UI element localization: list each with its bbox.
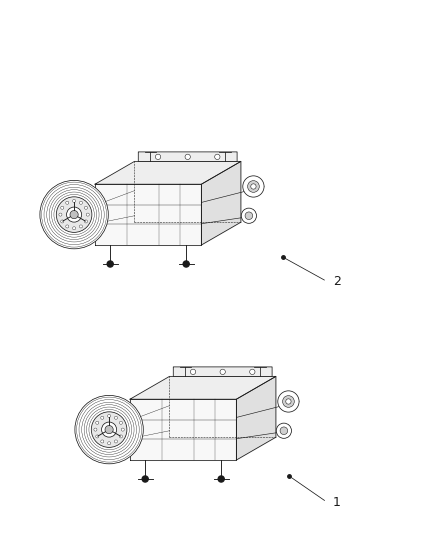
Circle shape (107, 261, 113, 267)
Circle shape (91, 412, 127, 447)
Circle shape (96, 435, 99, 438)
Circle shape (102, 422, 117, 437)
Circle shape (120, 421, 123, 424)
Circle shape (215, 154, 220, 159)
Circle shape (120, 435, 123, 438)
Polygon shape (130, 376, 276, 399)
Circle shape (142, 476, 148, 482)
Circle shape (57, 197, 92, 232)
Circle shape (243, 176, 264, 197)
Polygon shape (95, 161, 241, 184)
Circle shape (67, 207, 81, 222)
Circle shape (85, 220, 88, 223)
Text: 1: 1 (333, 496, 341, 508)
Circle shape (108, 414, 111, 417)
Circle shape (280, 427, 288, 434)
Circle shape (70, 211, 78, 219)
Polygon shape (201, 161, 241, 245)
Circle shape (283, 395, 294, 407)
Polygon shape (95, 184, 201, 245)
Circle shape (59, 213, 62, 216)
Circle shape (251, 184, 256, 189)
Circle shape (85, 206, 88, 209)
Bar (124, 405, 130, 454)
Circle shape (94, 428, 97, 431)
Circle shape (191, 369, 196, 375)
Circle shape (66, 225, 69, 228)
Circle shape (155, 154, 161, 159)
Circle shape (108, 442, 111, 445)
Circle shape (73, 227, 76, 230)
Circle shape (183, 261, 189, 267)
Polygon shape (237, 376, 276, 460)
Circle shape (247, 181, 259, 192)
Circle shape (40, 180, 108, 249)
Circle shape (245, 212, 253, 220)
Circle shape (101, 440, 104, 443)
Text: 2: 2 (333, 275, 341, 288)
Circle shape (66, 201, 69, 204)
Circle shape (79, 201, 82, 204)
Circle shape (96, 421, 99, 424)
Circle shape (86, 213, 89, 216)
Circle shape (61, 220, 64, 223)
Circle shape (278, 391, 299, 412)
Bar (89, 190, 95, 239)
Circle shape (218, 476, 224, 482)
FancyBboxPatch shape (138, 152, 237, 161)
Polygon shape (130, 399, 237, 460)
Circle shape (114, 440, 117, 443)
Circle shape (241, 208, 257, 223)
Circle shape (276, 423, 291, 438)
Circle shape (250, 369, 255, 375)
Circle shape (286, 399, 291, 404)
FancyBboxPatch shape (173, 367, 272, 376)
Circle shape (101, 416, 104, 419)
Circle shape (121, 428, 124, 431)
Circle shape (73, 199, 76, 203)
Circle shape (61, 206, 64, 209)
Circle shape (75, 395, 143, 464)
Circle shape (105, 425, 113, 434)
Circle shape (79, 225, 82, 228)
Circle shape (220, 369, 225, 375)
Circle shape (185, 154, 191, 159)
Circle shape (114, 416, 117, 419)
